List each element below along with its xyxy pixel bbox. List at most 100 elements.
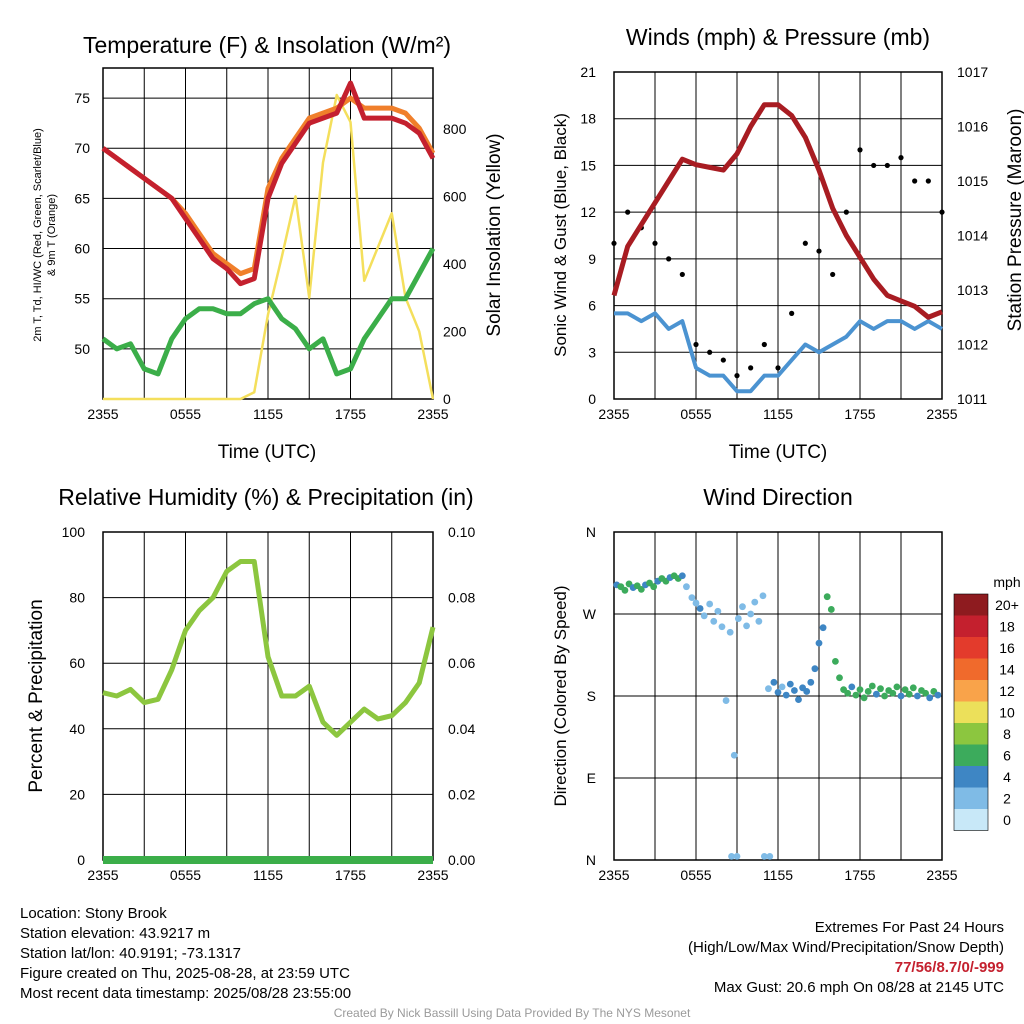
legend-title: mph xyxy=(993,574,1020,590)
direction-point xyxy=(692,599,700,607)
wind-title: Winds (mph) & Pressure (mb) xyxy=(626,24,930,50)
latlon-text: Station lat/lon: 40.9191; -73.1317 xyxy=(20,945,242,962)
direction-point xyxy=(827,606,835,613)
legend-label: 4 xyxy=(1003,769,1011,785)
y2-tick-label: 0.06 xyxy=(448,655,475,671)
gust-point xyxy=(693,341,699,348)
legend-label: 2 xyxy=(1003,790,1011,806)
y-tick-label: 9 xyxy=(588,251,596,267)
y-tick-label: 55 xyxy=(74,291,90,307)
extremes-subtitle: (High/Low/Max Wind/Precipitation/Snow De… xyxy=(688,939,1004,956)
x-tick-label: 2355 xyxy=(926,867,957,883)
direction-point xyxy=(811,665,819,673)
direction-point xyxy=(807,678,815,686)
direction-point xyxy=(782,691,790,699)
direction-point xyxy=(718,623,726,631)
x-tick-label: 1755 xyxy=(844,867,875,883)
legend-swatch xyxy=(954,809,988,831)
gust-point xyxy=(843,209,849,215)
x-tick-label: 0555 xyxy=(170,406,201,422)
y-tick-label: E xyxy=(587,770,596,786)
wind-xlabel: Time (UTC) xyxy=(729,442,828,463)
x-tick-label: 1155 xyxy=(763,867,793,883)
direction-point xyxy=(897,692,905,700)
direction-point xyxy=(700,612,708,620)
legend-swatch xyxy=(954,787,988,809)
y-tick-label: N xyxy=(586,852,596,868)
direction-point xyxy=(926,694,934,702)
x-tick-label: 1155 xyxy=(253,867,283,883)
elevation-text: Station elevation: 43.9217 m xyxy=(20,925,211,942)
direction-point xyxy=(765,685,772,693)
x-tick-label: 1755 xyxy=(335,406,366,422)
y-tick-label: 80 xyxy=(69,590,85,606)
direction-point xyxy=(803,688,811,695)
legend-swatch xyxy=(954,723,988,745)
legend-swatch xyxy=(954,701,988,723)
gust-point xyxy=(666,256,672,262)
y2-tick-label: 1011 xyxy=(957,391,987,407)
x-tick-label: 1155 xyxy=(763,406,793,422)
x-tick-label: 1755 xyxy=(335,867,366,883)
wind-speed-line xyxy=(614,311,943,394)
created-text: Figure created on Thu, 2025-08-28, at 23… xyxy=(20,965,350,982)
gust-point xyxy=(652,240,658,246)
pressure-line xyxy=(611,102,943,320)
x-tick-label: 2355 xyxy=(598,867,629,883)
humidity-title: Relative Humidity (%) & Precipitation (i… xyxy=(58,484,473,510)
gust-point xyxy=(775,365,781,371)
direction-point xyxy=(706,600,714,608)
legend-swatch xyxy=(954,637,988,659)
y-tick-label: S xyxy=(587,688,596,704)
y-tick-label: 50 xyxy=(74,341,90,357)
legend-label: 20+ xyxy=(995,597,1019,613)
y-tick-label: 6 xyxy=(588,298,596,314)
direction-point xyxy=(860,694,868,702)
x-tick-label: 2355 xyxy=(87,406,118,422)
x-tick-label: 0555 xyxy=(680,867,711,883)
x-tick-label: 1155 xyxy=(253,406,283,422)
direction-point xyxy=(819,624,827,632)
gust-point xyxy=(625,209,631,215)
direction-point xyxy=(766,852,774,860)
y2-tick-label: 0.00 xyxy=(448,852,475,868)
direction-point xyxy=(714,607,722,615)
y-tick-label: 60 xyxy=(74,241,90,257)
gust-point xyxy=(898,155,904,161)
x-tick-label: 2355 xyxy=(87,867,118,883)
direction-point xyxy=(760,852,768,860)
y2-tick-label: 1017 xyxy=(957,64,988,80)
legend-frame xyxy=(953,593,989,831)
direction-point xyxy=(823,593,831,601)
direction-point xyxy=(868,682,876,690)
y2-tick-label: 600 xyxy=(443,188,467,204)
gust-point xyxy=(939,209,945,215)
temperature-left-ylabel-line2: & 9m T (Orange) xyxy=(46,194,58,276)
direction-panel: Wind Direction Direction (Colored By Spe… xyxy=(551,484,1021,883)
y-tick-label: 0 xyxy=(77,852,85,868)
y-tick-label: 12 xyxy=(580,204,596,220)
gust-point xyxy=(857,147,863,153)
insolation-line xyxy=(103,93,435,401)
gust-point xyxy=(871,162,877,169)
gust-point xyxy=(748,365,754,371)
direction-point xyxy=(881,692,888,700)
gust-point xyxy=(707,349,713,355)
legend-label: 14 xyxy=(999,661,1015,677)
station-info: Location: Stony Brook Station elevation:… xyxy=(20,904,351,1004)
direction-point xyxy=(901,686,909,694)
direction-point xyxy=(743,622,750,630)
dewpoint-line xyxy=(101,247,436,377)
direction-point xyxy=(734,615,742,622)
direction-point xyxy=(778,683,786,691)
gust-point xyxy=(925,178,931,184)
temperature-right-ylabel: Solar Insolation (Yellow) xyxy=(484,133,505,336)
direction-point xyxy=(751,598,759,606)
direction-title: Wind Direction xyxy=(703,484,853,510)
wind-right-ylabel: Station Pressure (Maroon) xyxy=(1005,109,1024,332)
y2-tick-label: 0.10 xyxy=(448,524,475,540)
direction-point xyxy=(844,689,852,697)
gust-point xyxy=(734,373,740,379)
y-tick-label: 20 xyxy=(69,786,85,802)
direction-point xyxy=(848,683,856,691)
